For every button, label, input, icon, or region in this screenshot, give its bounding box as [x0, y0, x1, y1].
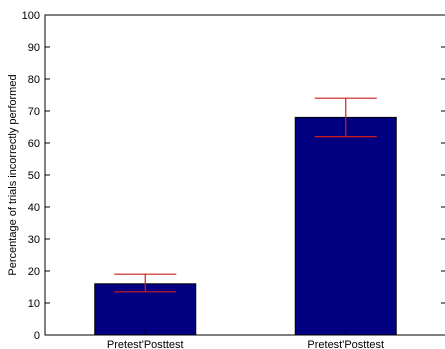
y-tick-label: 90	[28, 42, 40, 54]
x-tick-label: Pretest'Posttest	[307, 339, 384, 349]
y-tick-label: 30	[28, 234, 40, 246]
bars	[94, 116, 397, 336]
y-tick-label: 80	[28, 74, 40, 86]
error-bars	[114, 97, 377, 293]
y-tick-label: 40	[28, 202, 40, 214]
y-tick-label: 20	[28, 266, 40, 278]
x-tick-label: Pretest'Posttest	[107, 339, 184, 349]
x-tick-labels: Pretest'Posttest Pretest'Posttest	[107, 330, 384, 349]
y-tick-label: 70	[28, 106, 40, 118]
y-tick-label: 100	[22, 10, 40, 22]
y-tick-label: 0	[34, 330, 40, 342]
bar	[294, 116, 397, 336]
y-axis-title: Percentage of trials incorrectly perform…	[7, 74, 19, 275]
y-tick-label: 50	[28, 170, 40, 182]
y-ticks: 0 10 20 30 40 50 60 70 80 90 100	[22, 10, 445, 342]
y-tick-label: 60	[28, 138, 40, 150]
y-tick-label: 10	[28, 298, 40, 310]
